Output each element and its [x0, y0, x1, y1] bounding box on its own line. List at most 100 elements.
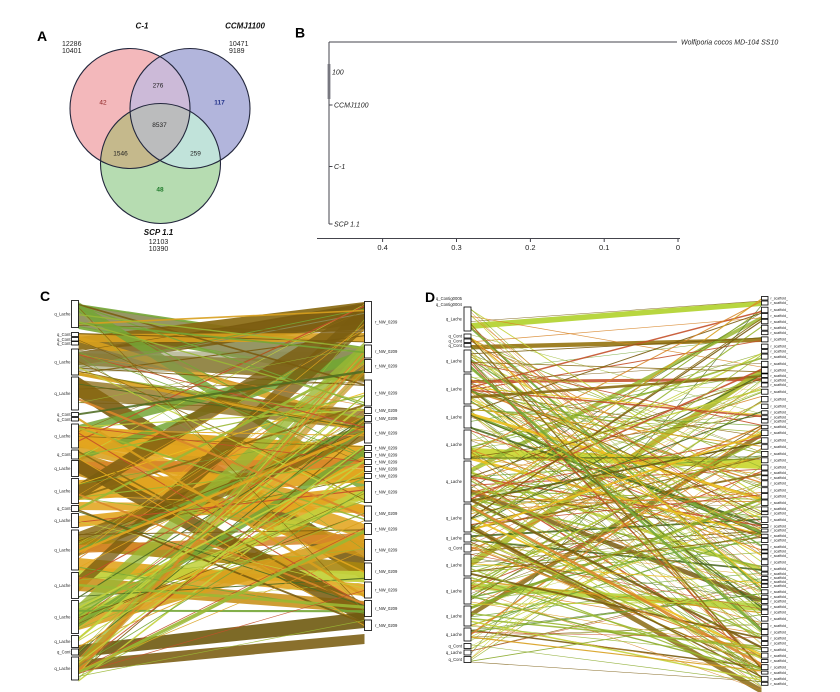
svg-text:C: C	[40, 288, 50, 304]
svg-text:r_scaffold_: r_scaffold_	[771, 654, 790, 658]
svg-text:r_scaffold_: r_scaffold_	[771, 350, 790, 354]
svg-text:q_Lache: q_Lache	[54, 360, 71, 365]
svg-text:r_scaffold_: r_scaffold_	[771, 419, 790, 423]
svg-text:q_Lache: q_Lache	[54, 548, 71, 553]
svg-text:r_NW_0209: r_NW_0209	[375, 391, 398, 396]
svg-text:r_scaffold_: r_scaffold_	[771, 452, 790, 456]
svg-text:r_scaffold_: r_scaffold_	[771, 301, 790, 305]
svg-text:117: 117	[214, 100, 225, 107]
svg-text:r_scaffold_: r_scaffold_	[771, 534, 790, 538]
svg-text:r_scaffold_: r_scaffold_	[771, 338, 790, 342]
svg-text:259: 259	[190, 151, 201, 158]
svg-text:r_scaffold_: r_scaffold_	[771, 665, 790, 669]
svg-text:r_NW_0209: r_NW_0209	[375, 569, 398, 574]
svg-text:9189: 9189	[229, 48, 245, 55]
svg-text:D: D	[425, 289, 435, 305]
svg-text:q_Cont: q_Cont	[57, 452, 71, 457]
svg-text:Wolfiporia cocos MD-104 SS10: Wolfiporia cocos MD-104 SS10	[681, 40, 778, 47]
svg-text:r_scaffold_: r_scaffold_	[771, 369, 790, 373]
svg-text:r_scaffold_: r_scaffold_	[771, 314, 790, 318]
svg-text:r_NW_0209: r_NW_0209	[375, 527, 398, 532]
svg-text:r_scaffold_: r_scaffold_	[771, 529, 790, 533]
svg-text:r_scaffold_: r_scaffold_	[771, 445, 790, 449]
svg-text:r_scaffold_: r_scaffold_	[771, 630, 790, 634]
svg-text:r_scaffold_: r_scaffold_	[771, 431, 790, 435]
svg-text:12103: 12103	[149, 239, 169, 246]
svg-text:r_scaffold_: r_scaffold_	[771, 476, 790, 480]
svg-text:r_scaffold_: r_scaffold_	[771, 545, 790, 549]
svg-text:r_scaffold_: r_scaffold_	[771, 682, 790, 686]
svg-text:q_Cont: q_Cont	[57, 650, 71, 655]
svg-text:r_scaffold_: r_scaffold_	[771, 355, 790, 359]
svg-text:r_scaffold_: r_scaffold_	[771, 576, 790, 580]
svg-text:r_scaffold_: r_scaffold_	[771, 308, 790, 312]
svg-text:q_Lache: q_Lache	[54, 583, 71, 588]
svg-text:q_Cont: q_Cont	[57, 412, 71, 417]
svg-text:CCMJ1100: CCMJ1100	[225, 22, 265, 31]
svg-text:q_Lache: q_Lache	[446, 442, 463, 447]
svg-text:r_scaffold_: r_scaffold_	[771, 580, 790, 584]
svg-text:r_NW_0209: r_NW_0209	[375, 320, 398, 325]
svg-text:q_Lache: q_Lache	[54, 489, 71, 494]
svg-text:r_scaffold_: r_scaffold_	[771, 624, 790, 628]
svg-text:r_scaffold_: r_scaffold_	[771, 397, 790, 401]
svg-text:C-1: C-1	[334, 164, 345, 171]
svg-text:r_scaffold_: r_scaffold_	[771, 415, 790, 419]
svg-text:q_Lache: q_Lache	[446, 536, 463, 541]
svg-text:r_scaffold_: r_scaffold_	[771, 659, 790, 663]
svg-text:r_NW_0209: r_NW_0209	[375, 453, 398, 458]
svg-text:r_scaffold_: r_scaffold_	[771, 466, 790, 470]
svg-text:q_Lache: q_Lache	[446, 563, 463, 568]
svg-text:q_Contig0005: q_Contig0005	[436, 296, 463, 301]
svg-text:q_Lache: q_Lache	[54, 312, 71, 317]
svg-text:r_NW_0209: r_NW_0209	[375, 606, 398, 611]
svg-text:q_Cont: q_Cont	[57, 506, 71, 511]
svg-text:q_Cont: q_Cont	[448, 644, 462, 649]
svg-text:q_Lache: q_Lache	[446, 479, 463, 484]
svg-text:q_Cont: q_Cont	[448, 657, 462, 662]
svg-text:r_NW_0209: r_NW_0209	[375, 467, 398, 472]
svg-text:q_Cont: q_Cont	[57, 417, 71, 422]
svg-text:r_scaffold_: r_scaffold_	[771, 677, 790, 681]
svg-text:r_scaffold_: r_scaffold_	[771, 326, 790, 330]
svg-text:r_scaffold_: r_scaffold_	[771, 617, 790, 621]
svg-text:r_scaffold_: r_scaffold_	[771, 296, 790, 300]
svg-text:r_scaffold_: r_scaffold_	[771, 488, 790, 492]
svg-text:r_scaffold_: r_scaffold_	[771, 671, 790, 675]
svg-text:q_Lache: q_Lache	[446, 614, 463, 619]
svg-text:r_NW_0209: r_NW_0209	[375, 364, 398, 369]
svg-text:q_Cont: q_Cont	[57, 341, 71, 346]
svg-text:0.3: 0.3	[451, 243, 461, 252]
svg-text:q_Lache: q_Lache	[54, 466, 71, 471]
svg-text:r_NW_0209: r_NW_0209	[375, 431, 398, 436]
svg-text:q_Cont: q_Cont	[448, 343, 462, 348]
svg-text:q_Lache: q_Lache	[446, 589, 463, 594]
svg-text:r_scaffold_: r_scaffold_	[771, 494, 790, 498]
svg-text:r_scaffold_: r_scaffold_	[771, 524, 790, 528]
svg-text:r_NW_0209: r_NW_0209	[375, 623, 398, 628]
svg-text:100: 100	[332, 70, 344, 77]
svg-text:q_Contig0004: q_Contig0004	[436, 302, 463, 307]
svg-text:q_Lache: q_Lache	[446, 415, 463, 420]
svg-text:q_Lache: q_Lache	[54, 391, 71, 396]
svg-text:q_Lache: q_Lache	[54, 639, 71, 644]
svg-text:8537: 8537	[152, 122, 167, 129]
svg-text:r_NW_0209: r_NW_0209	[375, 511, 398, 516]
svg-text:r_scaffold_: r_scaffold_	[771, 390, 790, 394]
svg-text:r_scaffold_: r_scaffold_	[771, 511, 790, 515]
svg-text:r_scaffold_: r_scaffold_	[771, 605, 790, 609]
svg-text:r_scaffold_: r_scaffold_	[771, 539, 790, 543]
svg-text:0.1: 0.1	[599, 243, 609, 252]
svg-text:12286: 12286	[62, 41, 82, 48]
svg-text:q_Lache: q_Lache	[446, 317, 463, 322]
svg-text:q_Cont: q_Cont	[57, 337, 71, 342]
svg-text:q_Cont: q_Cont	[448, 334, 462, 339]
svg-text:C-1: C-1	[136, 22, 149, 31]
svg-text:q_Lache: q_Lache	[54, 434, 71, 439]
svg-text:r_NW_0209: r_NW_0209	[375, 474, 398, 479]
svg-text:r_scaffold_: r_scaffold_	[771, 554, 790, 558]
svg-text:r_NW_0209: r_NW_0209	[375, 588, 398, 593]
svg-text:r_NW_0209: r_NW_0209	[375, 349, 398, 354]
svg-text:42: 42	[99, 100, 107, 107]
svg-text:SCP 1.1: SCP 1.1	[334, 222, 360, 229]
